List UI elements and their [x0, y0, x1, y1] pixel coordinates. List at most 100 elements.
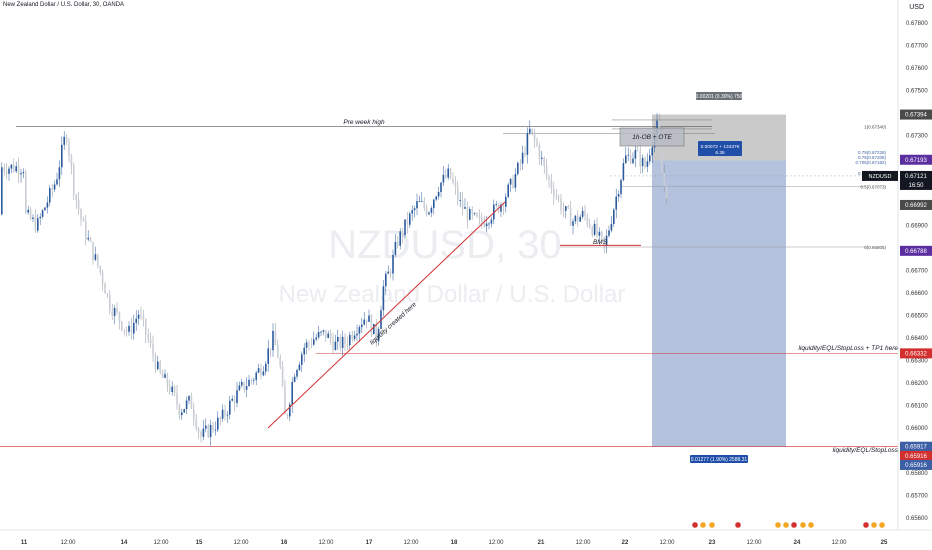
candle-body: [109, 294, 111, 311]
currency-label: USD: [909, 4, 924, 11]
candle-body: [281, 366, 284, 386]
candle-body: [1, 167, 3, 215]
x-tick-label: 18: [451, 540, 458, 546]
candle-body: [27, 209, 29, 213]
candle-body: [567, 206, 569, 209]
entry-label-2: 6.35: [715, 150, 725, 156]
candle-body: [133, 322, 135, 334]
candle-body: [555, 196, 557, 198]
price-tag-box: [900, 245, 932, 256]
ob-box: [619, 127, 685, 147]
symbol-title[interactable]: New Zealand Dollar / U.S. Dollar, 30, OA…: [3, 2, 125, 8]
candle-body: [627, 154, 629, 156]
candle-body: [665, 186, 668, 199]
candle-body: [145, 319, 147, 335]
candle-body: [15, 166, 17, 172]
y-tick-label: 0.66200: [906, 381, 928, 387]
candle-body: [298, 364, 301, 371]
candle-body: [507, 184, 509, 197]
candle-body: [5, 171, 8, 174]
candle-body: [533, 132, 536, 141]
candle-body: [173, 386, 176, 394]
price-tag-box: [900, 170, 932, 190]
candle-body: [39, 216, 41, 219]
candle-body: [445, 174, 447, 178]
candle-body: [171, 386, 173, 392]
candle-body: [361, 324, 363, 328]
pre-week-high-label: Pre week high: [343, 119, 385, 126]
candle-body: [572, 221, 574, 226]
candle-body: [193, 408, 195, 419]
candle-body: [471, 208, 473, 214]
price-tag: 0.65916: [905, 454, 927, 460]
candle-body: [265, 363, 267, 372]
candle-body: [437, 192, 440, 197]
candle-body: [603, 237, 605, 246]
price-tag-box: [900, 154, 932, 165]
candle-body: [358, 327, 361, 334]
candle-body: [272, 330, 274, 351]
candle-body: [296, 370, 298, 377]
candle-body: [596, 223, 598, 236]
candle-body: [25, 172, 27, 213]
candle-body: [142, 315, 145, 320]
candle-body: [137, 314, 140, 319]
candle-body: [274, 330, 277, 345]
x-tick-label: 12:00: [831, 540, 847, 546]
candle-body: [77, 199, 80, 210]
candle-body: [370, 315, 373, 335]
candle-body: [483, 222, 485, 227]
candle-body: [219, 417, 221, 419]
tp1-label: liquidity/EQL/StopLoss + TP1 here: [798, 345, 898, 352]
fib-label: 0.5(0.67073): [860, 185, 886, 190]
candle-body: [399, 231, 401, 246]
candle-body: [49, 188, 51, 203]
candle-body: [46, 202, 49, 208]
x-tick-label: 22: [622, 540, 629, 546]
event-flag-icon: [807, 521, 815, 529]
candle-body: [622, 163, 625, 180]
candle-body: [293, 376, 296, 382]
candle-body: [349, 334, 351, 346]
candle-body: [598, 231, 601, 236]
bms-label: BMS: [593, 239, 608, 246]
candle-body: [277, 344, 279, 358]
fib-label: 0(0.66805): [864, 245, 886, 250]
candle-body: [99, 265, 101, 273]
candle-body: [58, 167, 61, 180]
entry-label-1: 0.00072 + 13437€: [701, 144, 740, 150]
candle-body: [495, 204, 497, 205]
x-tick-label: 12:00: [233, 540, 249, 546]
candle-body: [387, 271, 389, 274]
y-tick-label: 0.67700: [906, 44, 928, 50]
event-flag-icon: [862, 521, 870, 529]
candle-body: [605, 235, 608, 246]
candle-body: [44, 207, 46, 211]
candle-body: [140, 314, 142, 316]
candle-body: [106, 293, 109, 295]
candle-body: [212, 424, 214, 430]
candle-body: [22, 172, 25, 174]
event-flag-icon: [708, 521, 716, 529]
y-tick-label: 0.66000: [906, 426, 928, 432]
candle-body: [634, 149, 637, 159]
candle-body: [521, 152, 524, 164]
candle-body: [545, 165, 548, 177]
candle-body: [363, 319, 365, 325]
candle-body: [457, 187, 459, 201]
x-tick-label: 25: [881, 540, 888, 546]
countdown-tag: 16:50: [908, 183, 924, 189]
price-tag-box: [900, 109, 932, 120]
x-tick-label: 17: [366, 540, 373, 546]
liquidity-trend-line: [267, 201, 506, 429]
candle-body: [262, 371, 265, 376]
candle-body: [135, 318, 137, 323]
candle-body: [224, 409, 226, 416]
price-tag: 0.67121: [905, 174, 927, 180]
candle-body: [663, 172, 665, 187]
candle-body: [154, 355, 157, 370]
candle-body: [320, 331, 322, 333]
candle-body: [411, 210, 413, 214]
candle-body: [404, 219, 406, 236]
